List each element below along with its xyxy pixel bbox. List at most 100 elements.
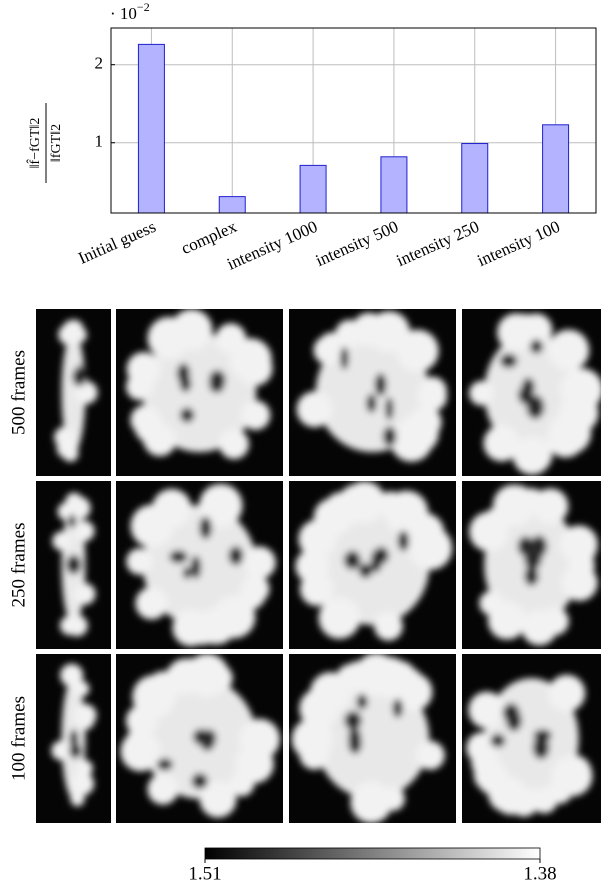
image-panel (462, 654, 601, 823)
hole (357, 694, 368, 709)
blob (520, 439, 552, 471)
plot-frame (111, 28, 596, 213)
bar (381, 157, 407, 213)
blob (397, 330, 439, 372)
row-label: 250 frames (8, 523, 29, 608)
blob (172, 609, 209, 646)
hole (191, 556, 201, 579)
blob (70, 792, 84, 806)
image-panel (116, 309, 283, 476)
blob (126, 548, 152, 574)
blob (297, 391, 333, 427)
blob (126, 728, 152, 754)
blob (205, 664, 232, 691)
hole (183, 567, 191, 579)
blob (522, 610, 558, 646)
x-tick-label: intensity 250 (394, 217, 482, 270)
row-label: 500 frames (8, 350, 29, 435)
hole (375, 373, 387, 396)
hole (180, 408, 194, 423)
hole (169, 550, 187, 563)
blob (552, 334, 587, 369)
image-panel (462, 309, 603, 476)
bar (543, 125, 569, 213)
row-label: 100 frames (8, 696, 29, 781)
blob (239, 719, 280, 760)
hole (371, 549, 382, 572)
blob (484, 425, 520, 461)
hole (66, 555, 82, 574)
blob (126, 373, 153, 400)
blob (488, 601, 526, 639)
hole (157, 758, 173, 770)
hole (69, 729, 78, 749)
blob (76, 760, 93, 777)
blob (547, 420, 585, 458)
image-panel (116, 654, 283, 823)
blob (74, 521, 95, 542)
hole (518, 386, 533, 404)
hole (340, 347, 348, 370)
y-tick-label: 1 (95, 132, 104, 151)
blob (51, 741, 71, 761)
hole (490, 734, 505, 747)
bar (462, 144, 488, 213)
image-panel (116, 481, 283, 649)
blob (144, 424, 176, 456)
hole (385, 397, 393, 420)
hole (72, 367, 86, 386)
blob (562, 530, 597, 565)
hole (530, 339, 543, 353)
blob (54, 427, 75, 448)
colorbar-tick-label: 1.51 (188, 863, 221, 884)
blob (380, 786, 404, 810)
blob (147, 774, 178, 805)
blob (369, 657, 410, 698)
hole (393, 699, 403, 718)
hole (192, 773, 208, 789)
blob (59, 325, 78, 344)
image-panel (462, 481, 601, 649)
image-panel (36, 654, 111, 823)
hole (180, 375, 191, 392)
blob (241, 400, 270, 429)
blob (471, 749, 499, 777)
bar (138, 44, 164, 213)
blob (314, 498, 352, 536)
hole (530, 535, 547, 556)
blob (74, 583, 96, 605)
blob (310, 672, 351, 713)
blob (561, 565, 597, 601)
blob (62, 618, 78, 634)
blob (238, 346, 263, 371)
x-tick-label: complex (178, 217, 240, 258)
blob (319, 597, 361, 639)
hole (68, 514, 76, 528)
blob (497, 485, 536, 524)
blob (219, 429, 249, 459)
blob (335, 320, 364, 349)
bar (300, 165, 326, 213)
colorbar-tick-label: 1.38 (523, 863, 556, 884)
blob (374, 612, 403, 641)
blob (241, 575, 270, 604)
blob (243, 546, 275, 578)
hole (524, 566, 538, 586)
blob (216, 608, 242, 634)
figure: · 10−2 ‖f̂−fGT‖2 ‖fGT‖2 12Initial guessc… (0, 0, 603, 886)
blob (152, 489, 191, 528)
ylabel-numerator: ‖f̂−fGT‖2 (26, 118, 43, 169)
x-tick-label: intensity 500 (313, 217, 401, 270)
hole (199, 517, 211, 539)
blob (473, 697, 500, 724)
image-panel (36, 481, 111, 649)
image-panel (289, 481, 456, 649)
image-panel (289, 653, 456, 823)
hole (383, 426, 397, 446)
ylabel-denominator: ‖fGT‖2 (49, 124, 64, 162)
blob (63, 668, 79, 684)
blob (560, 368, 603, 411)
hole (366, 394, 376, 413)
blob (73, 681, 89, 697)
hole (344, 711, 361, 730)
